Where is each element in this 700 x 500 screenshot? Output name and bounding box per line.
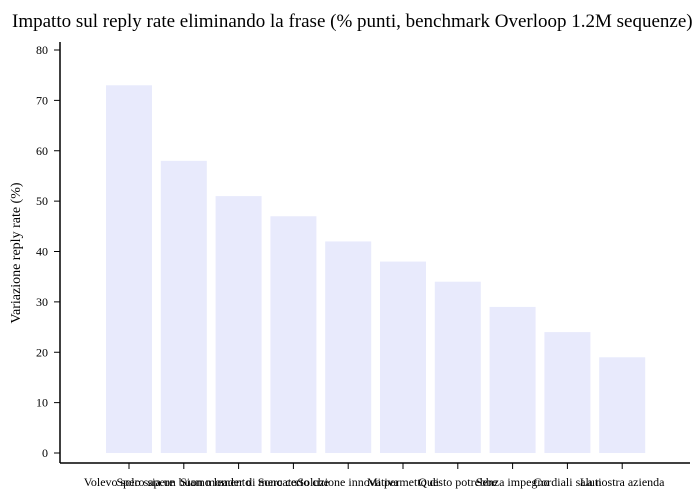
y-tick-label: 70 xyxy=(36,93,48,107)
x-tick-label: Cordiali saluti xyxy=(533,475,602,489)
bar-3 xyxy=(215,196,262,453)
y-tick-label: 20 xyxy=(36,345,48,359)
y-tick-label: 10 xyxy=(36,396,48,410)
chart-title: Impatto sul reply rate eliminando la fra… xyxy=(12,11,693,32)
x-tick-label: Mi permetto di xyxy=(367,475,440,489)
x-tick-label: Volevo solo sapere xyxy=(84,475,174,489)
bar-6 xyxy=(380,261,426,453)
x-tick-label: Spero sia un buon momento xyxy=(116,475,251,489)
bar-8 xyxy=(489,306,536,453)
x-tick-label: Senza impegno xyxy=(476,475,550,489)
bar-9 xyxy=(544,332,591,453)
y-tick-label: 60 xyxy=(36,144,48,158)
x-tick-label: Siamo leader di mercato xyxy=(180,475,297,489)
y-tick-label: 30 xyxy=(36,295,48,309)
bar-1 xyxy=(106,85,152,453)
bars-group xyxy=(106,85,646,453)
x-tick-label: Sono certo che xyxy=(258,475,329,489)
bar-10 xyxy=(599,357,646,453)
x-tick-label: Soluzione innovativa xyxy=(297,475,399,489)
y-tick-label: 40 xyxy=(36,245,48,259)
y-axis-label: Variazione reply rate (%) xyxy=(9,182,24,323)
bar-7 xyxy=(434,281,481,453)
x-tick-label: La nostra azienda xyxy=(580,475,665,489)
y-tick-label: 50 xyxy=(36,194,48,208)
y-tick-label: 80 xyxy=(36,43,48,57)
bar-5 xyxy=(325,241,372,453)
y-axis: 0 10 20 30 40 50 60 70 80 xyxy=(36,42,61,463)
x-tick-label: Questo potrebbe xyxy=(418,475,497,489)
y-tick-label: 0 xyxy=(42,446,48,460)
bar-4 xyxy=(270,216,317,453)
bar-2 xyxy=(160,160,207,453)
